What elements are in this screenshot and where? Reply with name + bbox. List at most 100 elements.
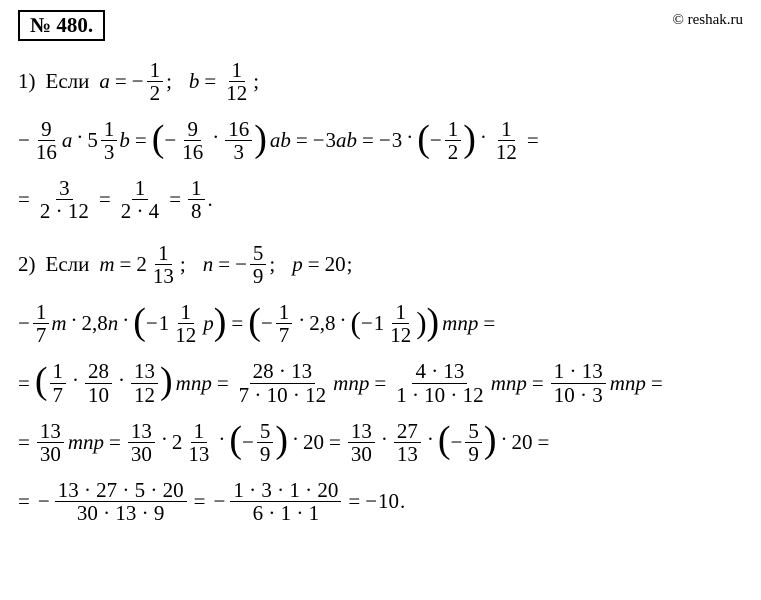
p1-line3: = 32 · 12 = 12 · 4 = 18 .: [18, 177, 743, 222]
semi: ;: [180, 254, 186, 275]
var-mnp: mnp: [176, 373, 212, 394]
v28: 2,8: [82, 313, 108, 334]
dot: ·: [218, 429, 225, 450]
neg: −: [361, 313, 373, 334]
frac-27-13: 2713: [394, 420, 421, 465]
neg: −: [18, 130, 30, 151]
p1-if: Если: [46, 71, 90, 92]
var-a: a: [62, 130, 73, 151]
n20: 20: [512, 432, 533, 453]
dot: ·: [340, 310, 347, 331]
eq: =: [532, 373, 544, 394]
neg: −: [365, 491, 377, 512]
frac-l5a: 13 · 27 · 5 · 2030 · 13 · 9: [55, 479, 187, 524]
eq: =: [231, 313, 243, 334]
neg: −: [261, 313, 273, 334]
eq: =: [99, 189, 111, 210]
frac-1-24: 12 · 4: [118, 177, 163, 222]
var-ab: ab: [336, 130, 357, 151]
eq: =: [362, 130, 374, 151]
neg: −: [313, 130, 325, 151]
eq: =: [527, 130, 539, 151]
var-ab: ab: [270, 130, 291, 151]
dot: ·: [406, 127, 413, 148]
mixed-2-1-13: 2113: [136, 242, 179, 287]
dot: ·: [72, 370, 79, 391]
v28: 2,8: [309, 313, 335, 334]
var-mnp: mnp: [442, 313, 478, 334]
frac-13-12: 1312: [131, 360, 158, 405]
mixed-1-1-12: 1112: [159, 301, 202, 346]
eq: =: [109, 432, 121, 453]
dot: ·: [292, 429, 299, 450]
frac-13-30: 1330: [348, 420, 375, 465]
problem-number-box: № 480.: [18, 10, 105, 41]
mixed-5-1-3: 513: [87, 118, 119, 163]
frac-5-9: 59: [465, 420, 482, 465]
dot: ·: [298, 310, 305, 331]
semi: ;: [269, 254, 275, 275]
neg: −: [451, 432, 463, 453]
dot: ·: [71, 310, 78, 331]
frac-9-16: 916: [33, 118, 60, 163]
eq: =: [483, 313, 495, 334]
eq: =: [538, 432, 550, 453]
frac-1-7: 17: [50, 360, 67, 405]
var-a: a: [99, 71, 110, 92]
frac-1-12: 112: [223, 59, 250, 104]
frac-3-212: 32 · 12: [37, 177, 92, 222]
dot: ·: [212, 127, 219, 148]
frac-1-2: 12: [445, 118, 462, 163]
eq: =: [296, 130, 308, 151]
neg: −: [132, 71, 144, 92]
dot: ·: [501, 429, 508, 450]
neg: −: [38, 491, 50, 512]
var-b: b: [189, 71, 200, 92]
period: .: [400, 491, 405, 512]
p1-line1: 1) Если a = − 12 ; b = 112 ;: [18, 59, 743, 104]
neg: −: [164, 130, 176, 151]
p2-if: Если: [46, 254, 90, 275]
frac-1-7: 17: [276, 301, 293, 346]
var-m: m: [99, 254, 114, 275]
frac-l5b: 1 · 3 · 1 · 206 · 1 · 1: [230, 479, 341, 524]
dot: ·: [161, 429, 168, 450]
dot: ·: [480, 127, 487, 148]
frac-13-30: 1330: [128, 420, 155, 465]
frac-1-12: 112: [493, 118, 520, 163]
eq: =: [218, 254, 230, 275]
problem-number: № 480.: [30, 13, 93, 37]
eq: =: [329, 432, 341, 453]
dot: ·: [122, 310, 129, 331]
n3: 3: [392, 130, 403, 151]
var-mnp: mnp: [610, 373, 646, 394]
eq: =: [194, 491, 206, 512]
p2-line5: = − 13 · 27 · 5 · 2030 · 13 · 9 = − 1 · …: [18, 479, 743, 524]
var-n: n: [108, 313, 119, 334]
mixed-1-1-12: 1112: [374, 301, 417, 346]
eq: =: [169, 189, 181, 210]
neg: −: [430, 130, 442, 151]
var-n: n: [203, 254, 214, 275]
eq: =: [18, 491, 30, 512]
dot: ·: [381, 429, 388, 450]
eq: =: [18, 432, 30, 453]
n20: 20: [325, 254, 346, 275]
var-mnp: mnp: [68, 432, 104, 453]
dot: ·: [118, 370, 125, 391]
eq: =: [18, 373, 30, 394]
p2-line3: = ( 17 · 2810 · 1312 ) mnp = 28 · 137 · …: [18, 360, 743, 405]
frac-13-30: 1330: [37, 420, 64, 465]
semi: ;: [347, 254, 353, 275]
semi: ;: [253, 71, 259, 92]
var-p: p: [292, 254, 303, 275]
neg: −: [379, 130, 391, 151]
eq: =: [217, 373, 229, 394]
var-mnp: mnp: [491, 373, 527, 394]
result: 10: [378, 491, 399, 512]
frac-5-9: 59: [250, 242, 267, 287]
eq: =: [374, 373, 386, 394]
p2-line1: 2) Если m = 2113 ; n = − 59 ; p = 20 ;: [18, 242, 743, 287]
var-p: p: [203, 313, 214, 334]
neg: −: [242, 432, 254, 453]
